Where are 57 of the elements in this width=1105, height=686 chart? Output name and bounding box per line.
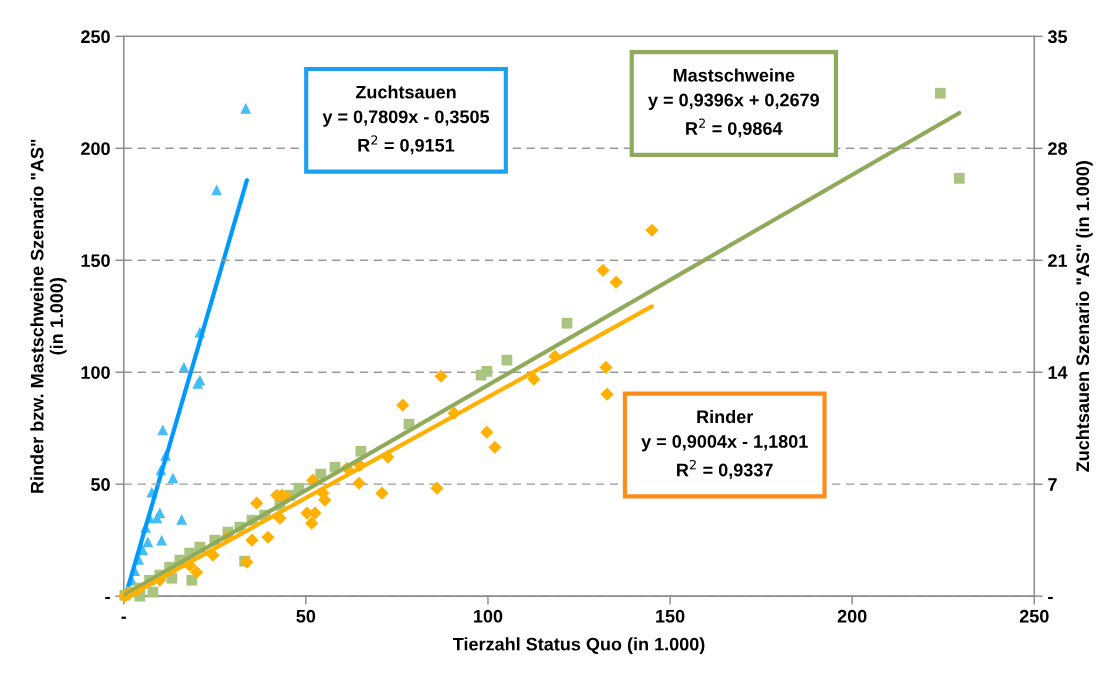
- point: [475, 369, 487, 381]
- annotation: Rinder y = 0,9004x - 1,1801 R$^{2}$ = 0,9337: [641, 409, 808, 479]
- y2-tick-label: 35: [1047, 30, 1068, 44]
- point: [599, 360, 613, 374]
- x-tick-label: 50: [296, 609, 316, 623]
- point: [480, 425, 494, 439]
- point: [167, 472, 179, 484]
- point: [953, 172, 965, 184]
- y-tick-label: 150: [81, 254, 110, 267]
- y2-tick-label: 28: [1048, 142, 1067, 156]
- point: [157, 424, 169, 436]
- point: [561, 317, 573, 329]
- point: [645, 223, 659, 237]
- point: [192, 378, 204, 389]
- point: [240, 102, 252, 114]
- point: [434, 369, 448, 383]
- x-tick-label: 150: [656, 609, 685, 623]
- y2-axis-title: Zuchtsauen Szenario "AS" (in 1.000): [1075, 161, 1093, 472]
- y2-tick-label: 7: [1048, 478, 1057, 491]
- point: [375, 486, 389, 500]
- point: [305, 516, 319, 530]
- y-tick-label: 250: [81, 30, 110, 44]
- y2-tick-label: -: [1048, 596, 1053, 600]
- point: [527, 372, 541, 386]
- y-axis-title: Rinder bzw. Mastschweine Szenario "AS" (in 1.000): [30, 139, 67, 493]
- point: [211, 184, 223, 196]
- y-tick-label: 50: [91, 478, 110, 491]
- x-tick-label: 100: [474, 609, 503, 623]
- point: [142, 536, 154, 548]
- point: [501, 354, 513, 366]
- point: [600, 387, 614, 401]
- x-axis-title: Tierzahl Status Quo (in 1.000): [452, 637, 705, 655]
- point: [250, 496, 264, 510]
- x-tick-label: -: [121, 616, 127, 619]
- y2-tick-label: 14: [1048, 366, 1068, 379]
- point: [352, 476, 366, 490]
- point: [488, 440, 502, 454]
- point: [934, 87, 946, 99]
- point: [245, 533, 259, 547]
- point: [156, 534, 168, 546]
- annotation: Zuchtsauen y = 0,7809x - 0,3505 R$^{2}$ = 0,9151: [322, 85, 490, 155]
- y-tick-label: -: [105, 596, 110, 600]
- point: [176, 513, 188, 525]
- point: [609, 275, 623, 289]
- point: [596, 263, 610, 277]
- point: [186, 574, 198, 586]
- x-tick-label: 250: [1019, 609, 1049, 623]
- annotation: Mastschweine y = 0,9396x + 0,2679 R$^{2}$ = 0,9864: [648, 68, 819, 138]
- y2-tick-label: 21: [1048, 254, 1068, 267]
- x-tick-label: 200: [837, 609, 867, 623]
- point: [430, 481, 444, 495]
- y-tick-label: 200: [81, 142, 110, 156]
- point: [190, 565, 204, 579]
- point: [261, 530, 275, 544]
- point: [308, 506, 322, 520]
- point: [396, 398, 410, 412]
- y-tick-label: 100: [81, 366, 110, 379]
